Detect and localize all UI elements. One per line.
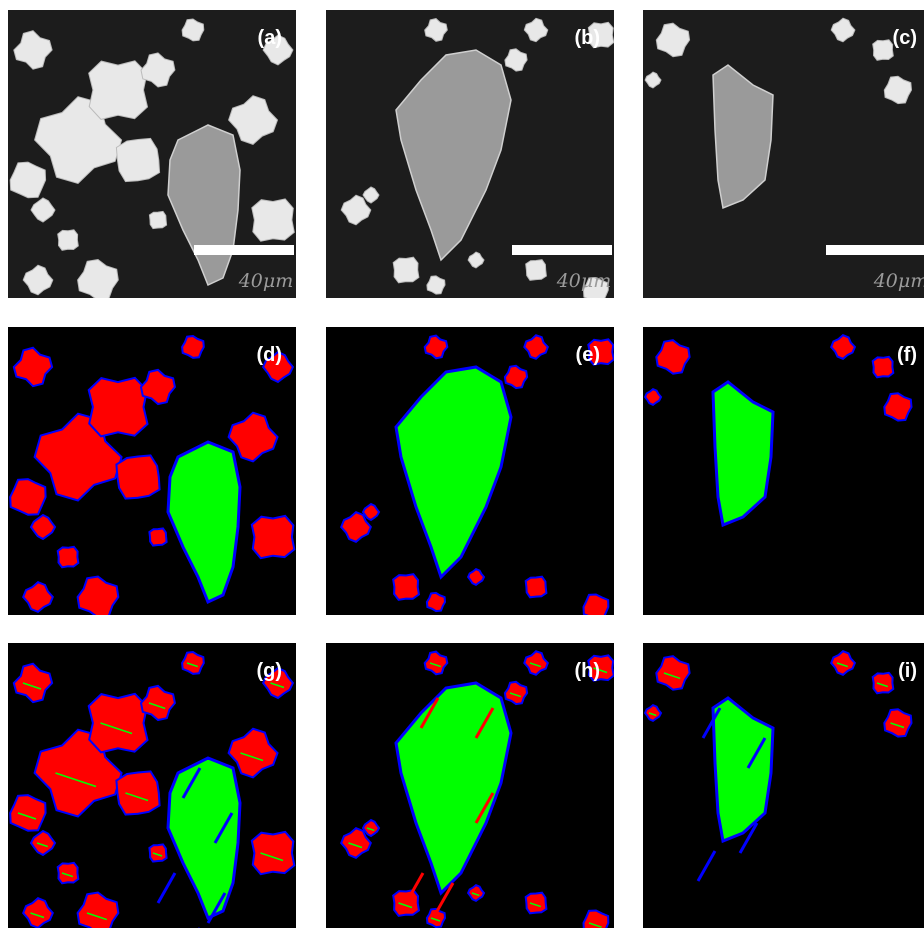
particle xyxy=(89,694,148,753)
particle xyxy=(393,574,419,600)
panel-label: (d) xyxy=(256,344,282,366)
particle xyxy=(884,393,911,420)
particle xyxy=(393,257,419,283)
figure: (a) 40μm (b) 40μm (c) 40μm (d) (e) (f) (g) (h) (i) xyxy=(0,0,924,928)
particle xyxy=(116,771,159,814)
particle xyxy=(252,832,294,874)
particle xyxy=(149,211,166,228)
particle xyxy=(182,336,204,358)
panel: (i) xyxy=(643,643,924,928)
particle xyxy=(149,844,166,861)
panel: (b) 40μm xyxy=(326,10,614,302)
particle xyxy=(252,199,294,241)
particle xyxy=(58,547,79,568)
panel-label: (g) xyxy=(256,660,282,682)
scale-label: 40μm xyxy=(873,270,924,292)
panel-label: (b) xyxy=(574,27,600,49)
particle xyxy=(10,162,45,198)
particle xyxy=(584,595,609,620)
particle xyxy=(427,593,445,611)
panel: (h) xyxy=(326,643,614,928)
panel: (c) 40μm xyxy=(643,10,924,298)
panel: (f) xyxy=(643,327,924,615)
particle xyxy=(873,357,894,378)
scale-label: 40μm xyxy=(556,270,612,292)
particle xyxy=(873,40,894,61)
scale-bar xyxy=(194,245,294,255)
particle xyxy=(89,61,148,120)
panel: (a) 40μm xyxy=(8,10,296,300)
particle xyxy=(873,673,894,694)
particle xyxy=(58,863,79,884)
scale-bar xyxy=(512,245,612,255)
panel-label: (c) xyxy=(893,27,917,49)
particle xyxy=(526,260,547,281)
particle xyxy=(89,378,148,437)
panel: (d) xyxy=(8,327,296,617)
scale-label: 40μm xyxy=(238,270,294,292)
particle xyxy=(116,455,159,498)
particle xyxy=(526,577,547,598)
particle xyxy=(149,528,166,545)
particle xyxy=(526,893,547,914)
scale-bar xyxy=(826,245,924,255)
particle xyxy=(252,516,294,558)
panel-label: (a) xyxy=(258,27,282,49)
particle xyxy=(116,138,159,181)
particle xyxy=(182,652,204,674)
particle xyxy=(884,709,911,736)
panel: (e) xyxy=(326,327,614,619)
panel-label: (f) xyxy=(897,344,917,366)
panel: (g) xyxy=(8,643,296,928)
particle xyxy=(58,230,79,251)
panel-label: (e) xyxy=(576,344,600,366)
panel-label: (i) xyxy=(898,660,917,682)
panel-label: (h) xyxy=(574,660,600,682)
particle xyxy=(10,795,45,831)
particle xyxy=(10,479,45,515)
